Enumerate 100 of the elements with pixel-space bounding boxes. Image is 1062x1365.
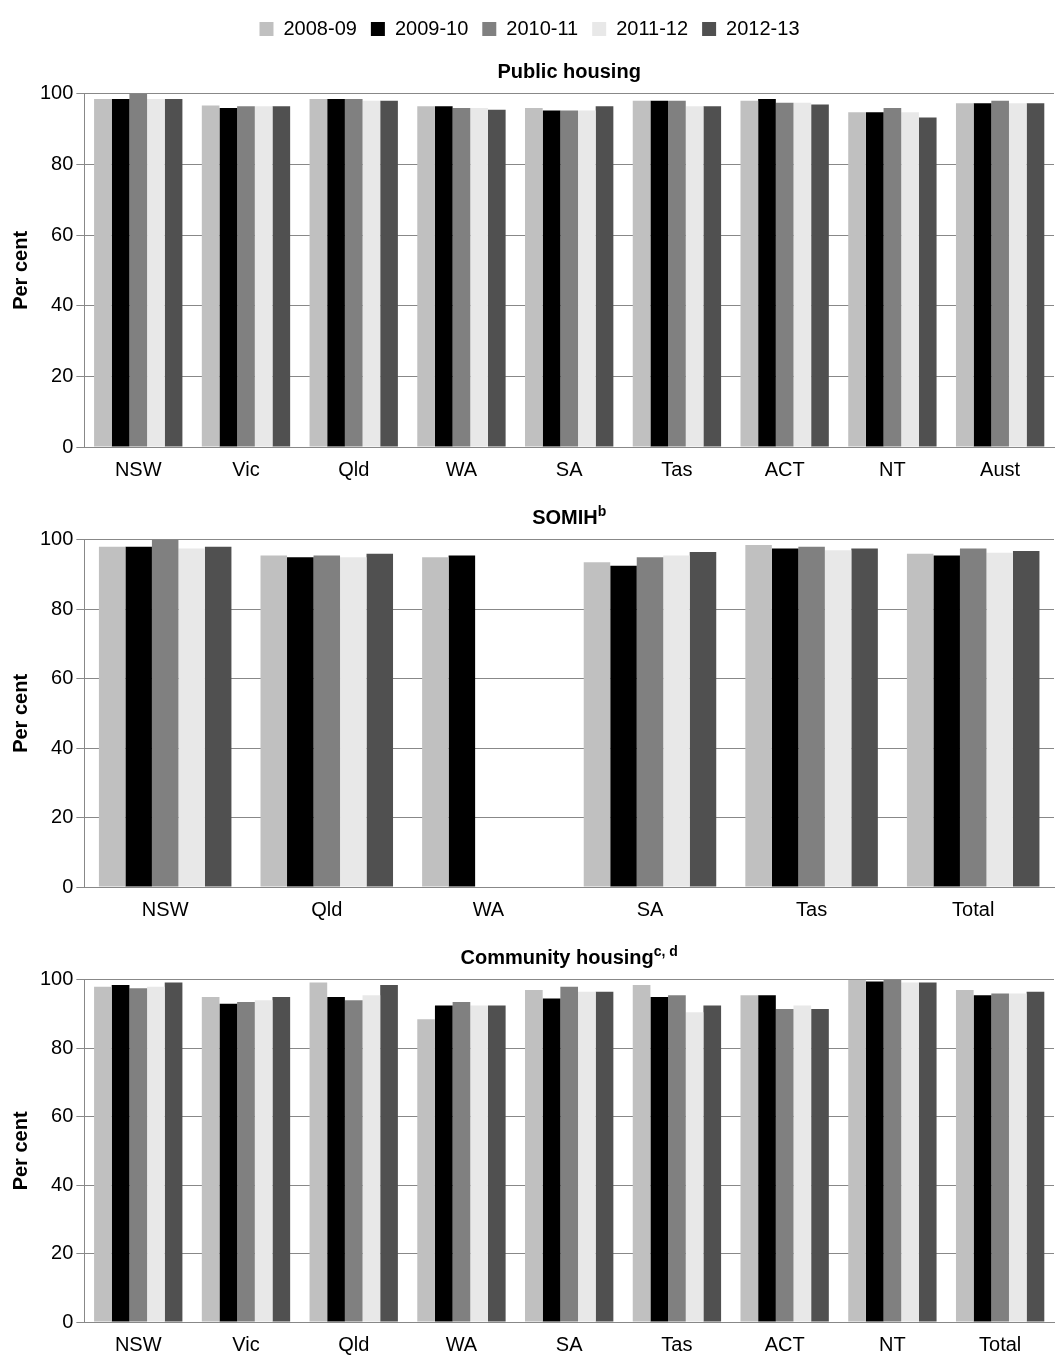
bar [973,995,992,1322]
x-tick-label: Tas [661,457,693,480]
bar [344,1000,363,1322]
bar [542,998,561,1322]
bar [865,112,884,447]
bar [237,106,255,447]
bar [848,112,866,447]
bar [775,102,794,447]
legend-label: 2011-12 [616,16,689,39]
legend-label: 2010-11 [506,16,579,39]
bar [272,996,291,1322]
y-tick-label: 100 [39,527,74,550]
x-tick-label: NT [879,457,906,480]
bar [111,99,130,447]
x-tick-label: Total [979,1332,1022,1355]
bar [237,1002,255,1322]
y-tick-label: 0 [62,1309,74,1332]
bar [219,107,238,447]
bar [129,988,148,1322]
x-tick-label: SA [636,897,664,920]
bar [918,117,937,447]
bar [1026,103,1045,447]
bar [201,996,220,1322]
bar [703,1005,722,1322]
bar [362,100,381,447]
bar [344,99,363,447]
y-tick-label: 80 [51,596,74,619]
bar [560,110,579,447]
bar [525,107,543,447]
x-tick-label: Qld [311,897,343,920]
bar [470,107,488,447]
bar [147,986,165,1322]
bar [918,982,937,1322]
y-tick-label: 100 [39,967,74,990]
bar [740,100,759,447]
x-tick-label: Tas [661,1332,693,1355]
bar [632,100,651,447]
x-tick-label: WA [445,457,478,480]
bar [164,982,183,1322]
bar [991,100,1009,447]
bar [632,984,651,1322]
x-tick-label: NSW [114,1332,162,1355]
bar [452,1002,471,1322]
bar [542,110,561,447]
x-tick-label: NT [879,1332,906,1355]
x-tick-label: SA [555,457,584,480]
bar [164,99,183,447]
y-tick-label: 0 [62,434,74,457]
y-tick-label: 100 [39,81,74,104]
bar [685,106,704,447]
bar [272,106,291,447]
chart-title: Public housing [497,60,641,83]
x-tick-label: Qld [338,457,370,480]
bar [848,979,866,1322]
x-tick-label: ACT [764,1332,805,1355]
bar [380,984,398,1322]
bar [219,1003,238,1322]
bar [685,1012,704,1322]
bar [578,991,596,1322]
bar [955,103,974,447]
bar [595,991,614,1322]
y-tick-label: 60 [51,666,74,689]
y-tick-label: 80 [51,1035,74,1058]
bar [775,1008,794,1322]
bar [901,112,919,447]
y-tick-label: 20 [51,363,74,386]
bar [973,103,992,447]
x-tick-label: Qld [338,1332,370,1355]
x-tick-label: Total [952,897,995,920]
bar [560,986,579,1322]
x-tick-label: Vic [232,457,260,480]
bar [1026,991,1045,1322]
y-tick-label: 40 [51,293,74,316]
bar [487,109,506,447]
bar [955,990,974,1322]
bar [417,1019,435,1322]
y-axis-title: Per cent [8,230,31,310]
y-tick-label: 60 [51,1104,74,1127]
bar [901,982,919,1322]
x-tick-label: WA [445,1332,478,1355]
bar [201,105,220,447]
bar [434,106,453,447]
y-tick-label: 0 [62,874,74,897]
y-tick-label: 40 [51,735,74,758]
bar [595,106,614,447]
bar [865,981,884,1322]
y-axis-title: Per cent [8,1111,31,1191]
bar [327,996,345,1322]
bar [1008,993,1027,1322]
bar [650,996,669,1322]
y-tick-label: 20 [51,1241,74,1264]
bar [362,995,381,1322]
bar [811,104,829,447]
bar [309,99,328,447]
x-tick-label: SA [555,1332,584,1355]
bar [470,1005,488,1322]
bar [668,100,686,447]
y-tick-label: 80 [51,151,74,174]
legend-label: 2012-13 [726,16,800,39]
bar [147,99,165,447]
